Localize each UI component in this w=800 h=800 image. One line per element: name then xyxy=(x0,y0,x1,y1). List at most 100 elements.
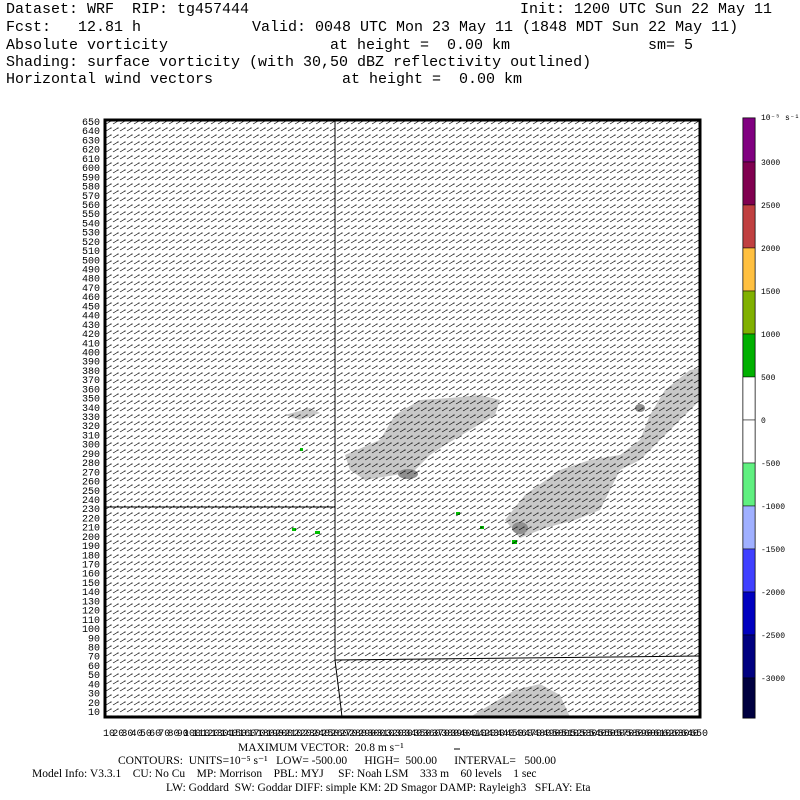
y-tick-label: 500 xyxy=(82,256,100,267)
y-tick-label: 540 xyxy=(82,219,100,230)
x-tick-label: 250 xyxy=(321,729,339,740)
x-tick-label: 610 xyxy=(653,729,671,740)
colorbar-label: -1000 xyxy=(761,503,785,512)
y-tick-label: 100 xyxy=(82,625,100,636)
y-tick-label: 600 xyxy=(82,164,100,175)
y-tick-label: 140 xyxy=(82,588,100,599)
x-tick-label: 300 xyxy=(367,729,385,740)
x-tick-label: 310 xyxy=(377,729,395,740)
y-tick-label: 520 xyxy=(82,238,100,249)
plot-frame xyxy=(103,118,702,719)
colorbar-label: 2500 xyxy=(761,202,780,211)
colorbar-segment xyxy=(742,333,756,378)
max-vector: MAXIMUM VECTOR: 20.8 m s⁻¹ xyxy=(238,742,404,754)
x-tick-label: 420 xyxy=(478,729,496,740)
x-tick-label: 70 xyxy=(158,729,170,740)
x-tick-label: 280 xyxy=(349,729,367,740)
y-tick-label: 220 xyxy=(82,514,100,525)
y-tick-label: 510 xyxy=(82,247,100,258)
x-tick-label: 340 xyxy=(404,729,422,740)
x-tick-label: 20 xyxy=(112,729,124,740)
y-tick-label: 310 xyxy=(82,431,100,442)
y-tick-label: 470 xyxy=(82,284,100,295)
x-tick-label: 40 xyxy=(131,729,143,740)
x-tick-label: 490 xyxy=(542,729,560,740)
colorbar-label: 500 xyxy=(761,374,776,383)
colorbar-segment xyxy=(742,376,756,421)
colorbar-label: 2000 xyxy=(761,245,780,254)
x-tick-label: 260 xyxy=(330,729,348,740)
y-tick-label: 480 xyxy=(82,275,100,286)
y-tick-label: 450 xyxy=(82,302,100,313)
x-tick-label: 60 xyxy=(149,729,161,740)
y-tick-label: 190 xyxy=(82,542,100,553)
x-tick-label: 230 xyxy=(303,729,321,740)
x-tick-label: 530 xyxy=(579,729,597,740)
y-tick-label: 550 xyxy=(82,210,100,221)
y-tick-label: 160 xyxy=(82,570,100,581)
x-tick-label: 320 xyxy=(386,729,404,740)
y-tick-label: 330 xyxy=(82,413,100,424)
x-tick-label: 210 xyxy=(284,729,302,740)
x-tick-label: 80 xyxy=(168,729,180,740)
y-tick-label: 50 xyxy=(88,671,100,682)
x-tick-label: 470 xyxy=(524,729,542,740)
smoothing: sm= 5 xyxy=(648,37,694,54)
x-tick-label: 240 xyxy=(312,729,330,740)
y-tick-label: 590 xyxy=(82,173,100,184)
x-tick-label: 500 xyxy=(552,729,570,740)
y-tick-label: 280 xyxy=(82,459,100,470)
x-tick-label: 440 xyxy=(496,729,514,740)
x-tick-label: 370 xyxy=(432,729,450,740)
x-tick-label: 630 xyxy=(672,729,690,740)
x-tick-label: 650 xyxy=(690,729,708,740)
y-tick-label: 150 xyxy=(82,579,100,590)
x-tick-label: 100 xyxy=(183,729,201,740)
model-info: Model Info: V3.3.1 CU: No Cu MP: Morriso… xyxy=(32,768,537,780)
x-tick-label: 190 xyxy=(266,729,284,740)
colorbar-label: 0 xyxy=(761,417,766,426)
colorbar-segment xyxy=(742,204,756,249)
init-time: Init: 1200 UTC Sun 22 May 11 xyxy=(520,1,773,18)
y-tick-label: 340 xyxy=(82,404,100,415)
y-tick-label: 230 xyxy=(82,505,100,516)
colorbar-segment xyxy=(742,117,756,163)
x-tick-label: 10 xyxy=(103,729,115,740)
y-tick-label: 610 xyxy=(82,155,100,166)
colorbar-segment xyxy=(742,505,756,550)
y-tick-label: 560 xyxy=(82,201,100,212)
y-tick-label: 200 xyxy=(82,533,100,544)
y-tick-label: 10 xyxy=(88,708,100,719)
y-tick-label: 210 xyxy=(82,524,100,535)
x-tick-label: 270 xyxy=(340,729,358,740)
physics-info: LW: Goddard SW: Goddar DIFF: simple KM: … xyxy=(166,782,591,794)
colorbar-label: -2000 xyxy=(761,589,785,598)
y-tick-label: 440 xyxy=(82,312,100,323)
colorbar-segment xyxy=(742,419,756,464)
x-tick-label: 550 xyxy=(598,729,616,740)
y-tick-label: 620 xyxy=(82,146,100,157)
y-tick-label: 110 xyxy=(82,616,100,627)
x-tick-label: 400 xyxy=(460,729,478,740)
x-tick-label: 180 xyxy=(257,729,275,740)
x-tick-label: 460 xyxy=(515,729,533,740)
y-tick-label: 380 xyxy=(82,367,100,378)
x-tick-label: 110 xyxy=(192,729,210,740)
y-tick-label: 250 xyxy=(82,487,100,498)
x-tick-label: 410 xyxy=(469,729,487,740)
x-tick-label: 380 xyxy=(441,729,459,740)
y-tick-label: 120 xyxy=(82,607,100,618)
x-tick-label: 130 xyxy=(211,729,229,740)
y-tick-label: 300 xyxy=(82,441,100,452)
x-tick-label: 520 xyxy=(570,729,588,740)
x-tick-label: 50 xyxy=(140,729,152,740)
y-tick-label: 130 xyxy=(82,597,100,608)
y-tick-label: 30 xyxy=(88,690,100,701)
x-tick-label: 90 xyxy=(177,729,189,740)
y-tick-label: 360 xyxy=(82,385,100,396)
x-tick-label: 510 xyxy=(561,729,579,740)
y-tick-label: 400 xyxy=(82,348,100,359)
colorbar-label: -3000 xyxy=(761,675,785,684)
y-tick-label: 630 xyxy=(82,136,100,147)
x-tick-label: 430 xyxy=(487,729,505,740)
